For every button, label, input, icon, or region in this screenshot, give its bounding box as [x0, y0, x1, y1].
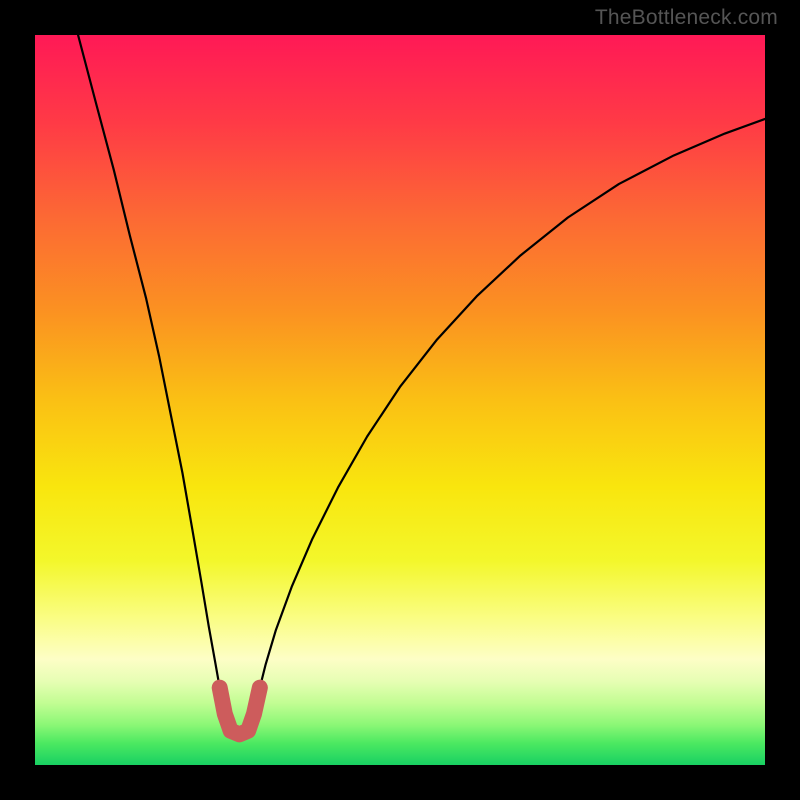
- bottleneck-chart: [0, 0, 800, 800]
- plot-background: [35, 35, 765, 765]
- chart-container: TheBottleneck.com: [0, 0, 800, 800]
- overlay-endpoint-marker: [212, 680, 227, 695]
- overlay-endpoint-marker: [252, 680, 267, 695]
- watermark-text: TheBottleneck.com: [595, 6, 778, 30]
